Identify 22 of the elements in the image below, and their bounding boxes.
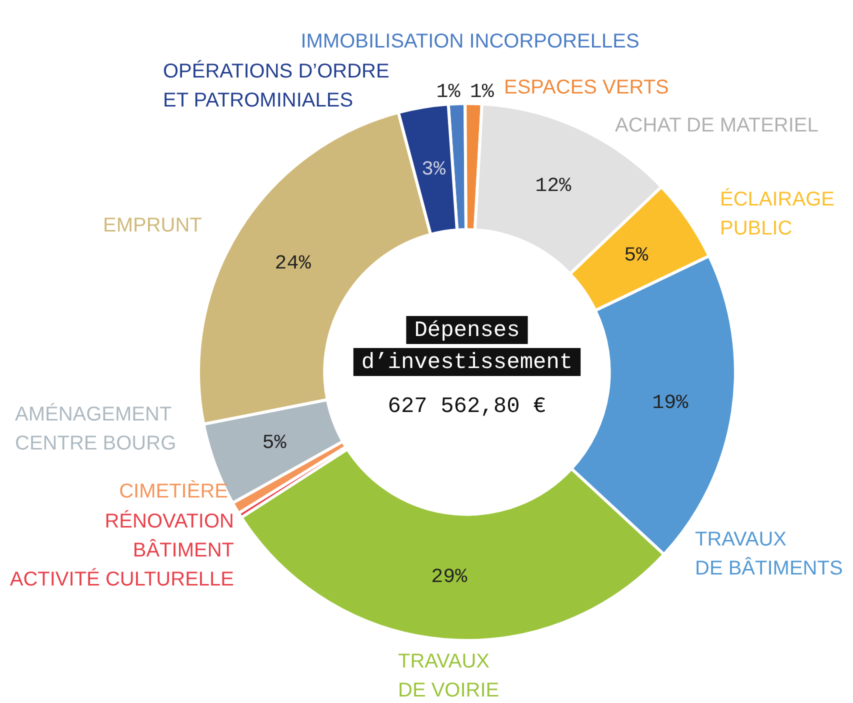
text: 627 562,80 € xyxy=(388,394,546,419)
slice-label: ESPACES VERTS xyxy=(504,76,669,99)
slice-label: IMMOBILISATION INCORPORELLES xyxy=(300,30,640,53)
slice-label: EMPRUNT xyxy=(103,214,202,237)
data-label: 29% xyxy=(431,566,468,589)
data-label: 1% xyxy=(470,80,495,104)
data-label: 5% xyxy=(262,432,288,456)
slice-label: CIMETIÈRE xyxy=(119,480,228,503)
data-label: 5% xyxy=(624,244,650,268)
slice-label: ÉCLAIRAGE PUBLIC xyxy=(720,188,834,240)
slice-label: RÉNOVATION BÂTIMENT ACTIVITÉ CULTURELLE xyxy=(10,510,234,591)
slice-label: AMÉNAGEMENT CENTRE BOURG xyxy=(15,402,176,455)
data-label: 3% xyxy=(421,158,446,182)
slice-label: ACHAT DE MATERIEL xyxy=(615,114,818,137)
slice-label: TRAVAUX DE VOIRIE xyxy=(398,650,500,702)
data-label: 19% xyxy=(652,392,690,416)
data-label: 24% xyxy=(274,252,312,276)
data-label: 12% xyxy=(535,174,572,198)
data-label: 1% xyxy=(436,81,462,104)
slice-label: TRAVAUX DE BÂTIMENTS xyxy=(695,528,843,580)
text: Dépenses d’investissement xyxy=(361,318,573,375)
slice-label: OPÉRATIONS D’ORDRE ET PATROMINIALES xyxy=(163,60,390,112)
